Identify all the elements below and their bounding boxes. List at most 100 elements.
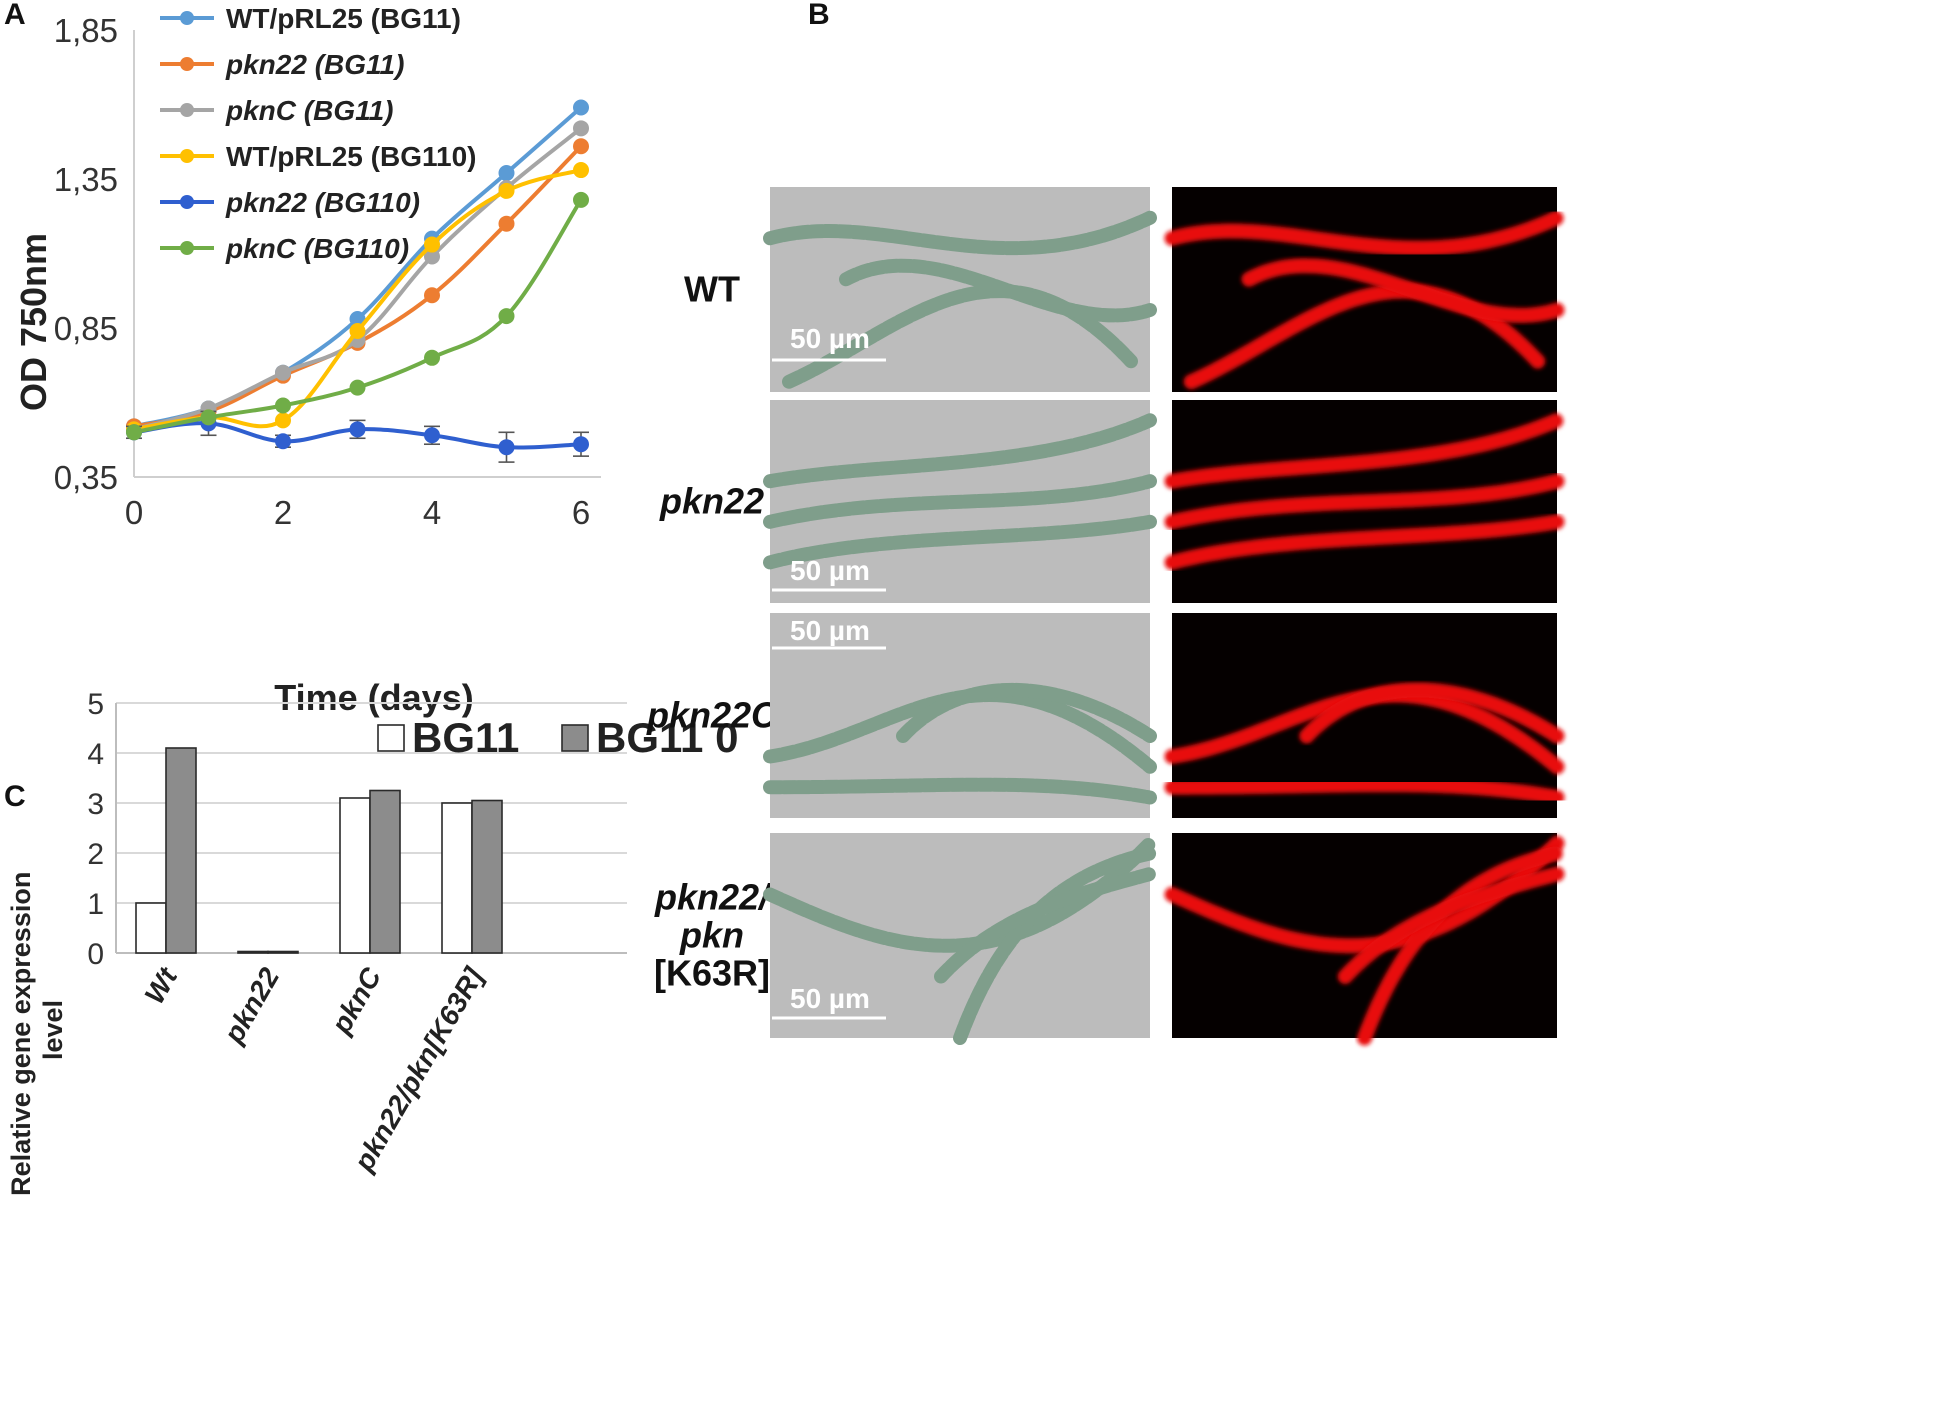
fluorescence-filament — [1164, 412, 1565, 489]
micrograph-row: pkn22 50 µm — [659, 400, 1565, 603]
series-point — [573, 120, 589, 137]
panel-c-category-label: Wt — [138, 961, 184, 1009]
panel-c-y-tick-label: 4 — [87, 738, 104, 771]
brightfield-filament — [896, 682, 1157, 743]
bar — [369, 789, 401, 954]
panel-c-y-axis-title: Relative gene expression level — [6, 864, 68, 1196]
legend-entry: WT/pRL25 (BG110) — [160, 141, 476, 172]
legend-swatch-point — [180, 195, 194, 209]
series-group — [126, 191, 589, 441]
legend-swatch-point — [180, 11, 194, 25]
fluorescence-filament — [1241, 258, 1565, 323]
bar — [135, 902, 167, 954]
row-label: pkn22C — [646, 695, 778, 736]
legend-entry: BG11 0 — [561, 714, 738, 761]
scale-bar-label: 50 µm — [790, 555, 870, 586]
series-point — [573, 436, 589, 453]
bar — [441, 802, 473, 954]
legend-label: WT/pRL25 (BG11) — [226, 3, 461, 34]
legend-label: pknC (BG110) — [225, 233, 409, 264]
series-point — [573, 191, 589, 208]
panel-c-y-tick-label: 5 — [87, 688, 104, 721]
panel-c-y-tick-label: 0 — [87, 938, 104, 971]
series-point — [424, 427, 440, 444]
micrograph-row: WT 50 µm — [684, 187, 1565, 392]
brightfield-filament — [763, 514, 1157, 570]
panel-a-legend: WT/pRL25 (BG11) pkn22 (BG11) pknC (BG11) WT… — [160, 3, 476, 264]
legend-entry: pkn22 (BG11) — [160, 49, 404, 80]
legend-label: WT/pRL25 (BG110) — [226, 141, 476, 172]
brightfield-filament — [839, 258, 1157, 323]
series-point — [275, 364, 291, 381]
legend-swatch-point — [180, 241, 194, 255]
panel-c-y-axis-title-line2: level — [38, 1000, 68, 1060]
legend-entry: pkn22 (BG110) — [160, 187, 420, 218]
row-label: pkn — [679, 915, 744, 956]
panel-letter-c: C — [4, 780, 26, 813]
row-label: WT — [684, 269, 740, 310]
series-point — [573, 162, 589, 179]
panel-letter-b: B — [808, 0, 830, 31]
row-label: pkn22/ — [654, 877, 773, 918]
fluorescence-image — [1172, 833, 1557, 1038]
panel-a-x-axis-title: Time (days) — [274, 677, 473, 718]
micrograph-row: pkn22C 50 µm — [646, 613, 1565, 818]
panel-a-x-tick-label: 2 — [274, 494, 292, 531]
series-point — [498, 308, 515, 325]
series-point — [349, 322, 366, 339]
scale-bar-label: 50 µm — [790, 615, 870, 646]
series-point — [349, 379, 366, 396]
bar — [267, 950, 299, 954]
fluorescence-filament — [1164, 473, 1565, 530]
bar — [339, 797, 371, 954]
panel-a-y-tick-label: 1,35 — [54, 161, 118, 198]
panel-c-category-label: pknC — [325, 962, 388, 1040]
brightfield-filament — [763, 210, 1157, 256]
legend-label: pkn22 (BG11) — [225, 49, 404, 80]
panel-c-legend: BG11 BG11 0 — [377, 714, 738, 761]
legend-swatch-point — [180, 103, 194, 117]
legend-swatch-point — [180, 149, 194, 163]
series-point — [573, 99, 589, 116]
panel-a-growth-chart: A 0,35 0,85 1,35 1,85 0 2 4 6 WT/pRL25 (BG11) pk… — [4, 0, 601, 718]
panel-a-x-tick-label: 0 — [125, 494, 143, 531]
series-point — [498, 215, 515, 232]
legend-label: BG11 — [412, 714, 519, 761]
panel-a-y-tick-label: 0,85 — [54, 310, 118, 347]
series-point — [349, 421, 366, 438]
row-label: [K63R] — [654, 953, 770, 994]
panel-a-ticks: 0,35 0,85 1,35 1,85 0 2 4 6 — [54, 12, 590, 531]
fluorescence-filament — [1337, 866, 1565, 984]
panel-c-y-tick-label: 2 — [87, 838, 104, 871]
fluorescence-filament — [1164, 777, 1565, 805]
panel-c-y-tick-label: 1 — [87, 888, 104, 921]
fluorescence-filament — [1164, 210, 1565, 256]
panel-a-y-tick-label: 1,85 — [54, 12, 118, 49]
series-point — [498, 439, 515, 456]
legend-label: BG11 0 — [596, 714, 738, 761]
panel-c-bars — [135, 747, 503, 954]
row-label: pkn22 — [659, 481, 764, 522]
series-point — [424, 287, 440, 304]
panel-a-axes — [133, 30, 601, 478]
series-point — [126, 424, 142, 441]
legend-label: pknC (BG11) — [225, 95, 394, 126]
series-point — [349, 311, 366, 328]
bar — [165, 747, 197, 954]
series-point — [573, 138, 589, 155]
panel-a-x-tick-label: 4 — [423, 494, 441, 531]
panel-a-series — [126, 99, 589, 463]
fluorescence-filament — [1164, 514, 1565, 570]
legend-swatch-point — [180, 57, 194, 71]
bar — [237, 950, 269, 954]
micrograph-row: pkn22/pkn[K63R] 50 µm — [654, 833, 1565, 1046]
legend-swatch — [561, 724, 589, 752]
panel-c-category-label: pkn22 — [217, 962, 285, 1049]
brightfield-filament — [763, 474, 1157, 529]
legend-entry: BG11 — [377, 714, 519, 761]
